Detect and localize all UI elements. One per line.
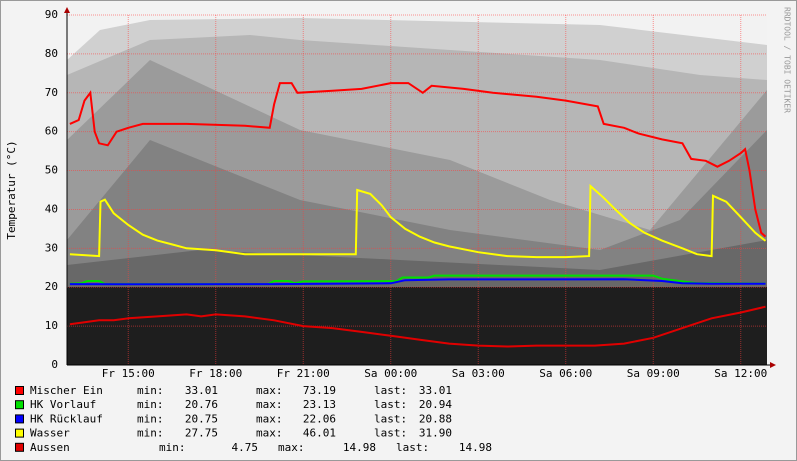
x-tick-label: Sa 03:00 xyxy=(452,367,505,380)
stat-label: max: xyxy=(256,384,283,397)
watermark: RRDTOOL / TOBI OETIKER xyxy=(783,7,792,113)
stat-label: max: xyxy=(256,427,283,440)
x-tick-label: Sa 06:00 xyxy=(539,367,592,380)
stat-label: min: xyxy=(137,412,164,425)
stat-value: 23.13 xyxy=(303,398,336,411)
stat-label: last: xyxy=(374,398,407,411)
axis-arrow xyxy=(770,362,776,368)
series-line xyxy=(69,82,767,238)
legend-label: Wasser xyxy=(30,427,70,440)
stat-value: 22.06 xyxy=(303,412,336,425)
legend-swatch xyxy=(15,400,24,410)
legend-swatch xyxy=(15,414,24,424)
stat-label: last: xyxy=(374,384,407,397)
stat-value: 20.88 xyxy=(419,412,452,425)
legend-swatch xyxy=(15,386,24,395)
stat-value: 20.75 xyxy=(185,412,218,425)
y-tick-label: 50 xyxy=(45,164,58,177)
stat-label: last: xyxy=(396,441,429,454)
y-tick-label: 90 xyxy=(45,8,58,21)
lines xyxy=(69,82,767,348)
stat-value: 27.75 xyxy=(185,427,218,440)
axis-arrow xyxy=(64,7,70,13)
stat-label: max: xyxy=(256,412,283,425)
x-tick-label: Fr 15:00 xyxy=(102,367,155,380)
stat-value: 20.76 xyxy=(185,398,218,411)
y-tick-label: 10 xyxy=(45,319,58,332)
legend: Mischer Ein min: 33.01 max: 73.19 last: 33.01 H… xyxy=(15,384,492,454)
y-tick-label: 80 xyxy=(45,47,58,60)
stat-label: min: xyxy=(137,398,164,411)
x-tick-label: Sa 12:00 xyxy=(714,367,767,380)
stat-value: 31.90 xyxy=(419,427,452,440)
stat-value: 14.98 xyxy=(459,441,492,454)
legend-swatch xyxy=(15,442,24,452)
series-line xyxy=(69,305,766,348)
y-tick-label: 40 xyxy=(45,202,58,215)
stat-value: 4.75 xyxy=(232,441,259,454)
legend-label: Mischer Ein xyxy=(30,384,103,397)
legend-swatch xyxy=(15,428,24,438)
stat-label: min: xyxy=(137,384,164,397)
y-tick-label: 20 xyxy=(45,280,58,293)
series-line xyxy=(69,274,766,286)
legend-label: Aussen xyxy=(30,441,70,454)
x-tick-label: Fr 18:00 xyxy=(189,367,242,380)
stat-value: 46.01 xyxy=(303,427,336,440)
x-tick-label: Fr 21:00 xyxy=(277,367,330,380)
legend-label: HK Vorlauf xyxy=(30,398,96,411)
y-tick-label: 0 xyxy=(51,358,58,371)
series-line xyxy=(69,183,767,259)
legend-label: HK Rücklauf xyxy=(30,412,103,425)
x-tick-label: Sa 00:00 xyxy=(364,367,417,380)
y-tick-label: 30 xyxy=(45,241,58,254)
y-axis-label: Temperatur (°C) xyxy=(5,140,18,239)
stat-value: 73.19 xyxy=(303,384,336,397)
stat-label: min: xyxy=(137,427,164,440)
y-tick-label: 70 xyxy=(45,86,58,99)
stat-value: 20.94 xyxy=(419,398,452,411)
plot-shading xyxy=(67,15,767,365)
stat-label: min: xyxy=(159,441,186,454)
series-line xyxy=(69,278,766,286)
y-tick-label: 60 xyxy=(45,125,58,138)
stat-value: 14.98 xyxy=(343,441,376,454)
stat-label: last: xyxy=(374,427,407,440)
stat-value: 33.01 xyxy=(419,384,452,397)
stat-label: max: xyxy=(278,441,305,454)
stat-value: 33.01 xyxy=(185,384,218,397)
stat-label: max: xyxy=(256,398,283,411)
stat-label: last: xyxy=(374,412,407,425)
x-tick-label: Sa 09:00 xyxy=(627,367,680,380)
